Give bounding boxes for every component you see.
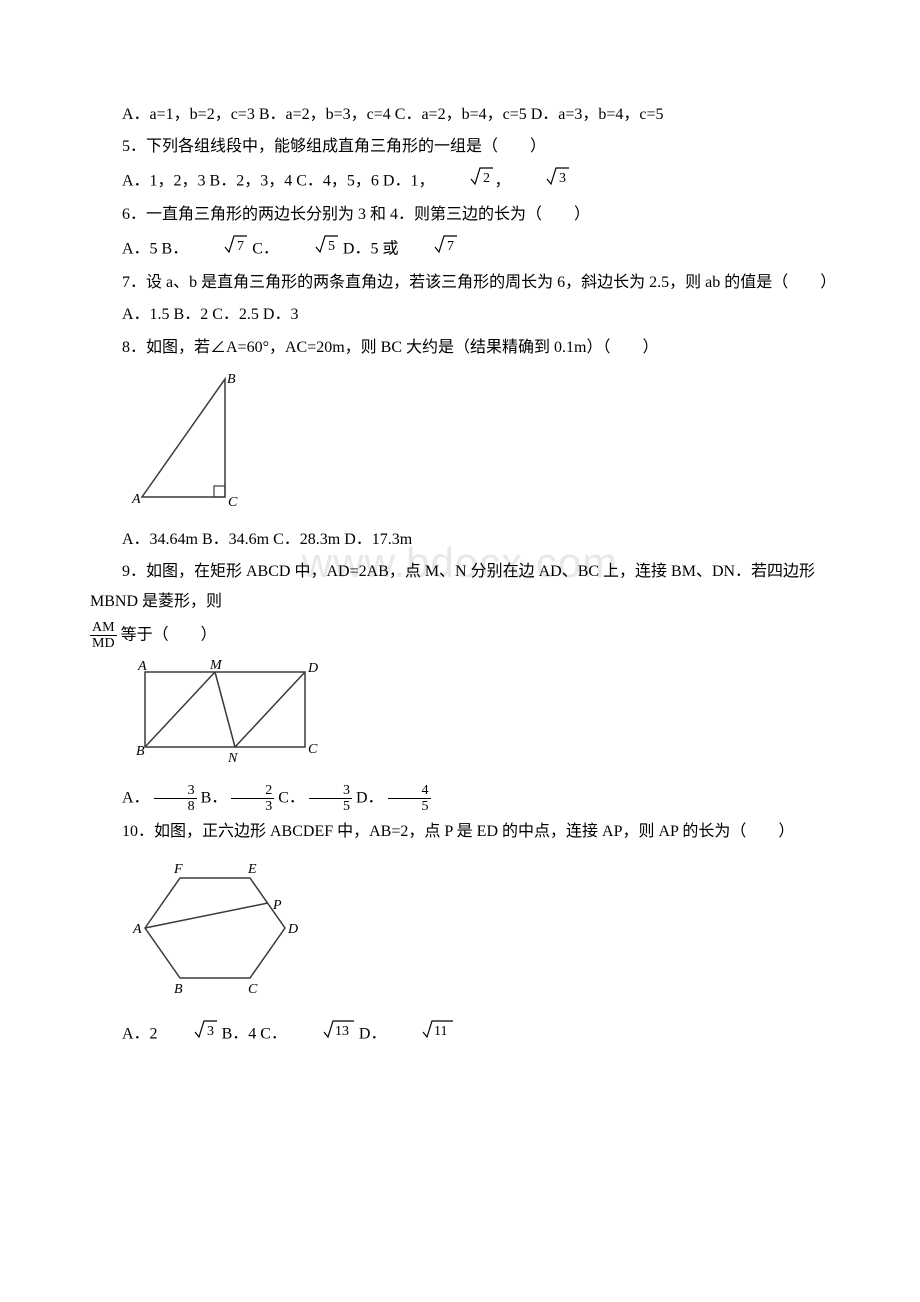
q9-figure: A M D B N C xyxy=(130,657,830,778)
q9-fb-d: 3 xyxy=(231,799,274,814)
svg-text:2: 2 xyxy=(483,171,490,186)
svg-text:D: D xyxy=(307,661,318,676)
q4-options: A．a=1，b=2，c=3 B．a=2，b=3，c=4 C．a=2，b=4，c=… xyxy=(90,100,830,130)
q9-stem-p2: 等于（ ） xyxy=(121,626,217,643)
q6-opt-a: A．5 B． xyxy=(122,240,188,257)
q9-frac-b: 2 3 xyxy=(231,783,274,815)
sqrt-13-icon: 13 xyxy=(291,1018,355,1051)
svg-text:A: A xyxy=(131,492,141,507)
sqrt-11-icon: 11 xyxy=(390,1018,454,1051)
sqrt-2-icon: 2 xyxy=(438,165,494,198)
q9-frac-num: AM xyxy=(90,620,117,636)
q10-stem: 10．如图，正六边形 ABCDEF 中，AB=2，点 P 是 ED 的中点，连接… xyxy=(90,817,830,847)
svg-text:3: 3 xyxy=(559,171,566,186)
q8-options: A．34.64m B．34.6m C．28.3m D．17.3m xyxy=(90,525,830,555)
svg-text:F: F xyxy=(173,862,183,877)
q5-comma: ， xyxy=(494,172,510,189)
svg-text:C: C xyxy=(248,982,258,997)
q9-stem: 9．如图，在矩形 ABCD 中，AD=2AB，点 M、N 分别在边 AD、BC … xyxy=(90,557,830,618)
q9-opt-d: D． xyxy=(356,789,384,806)
q9-options: A． 3 8 B． 2 3 C． 3 5 D． 4 5 xyxy=(90,783,830,815)
q6-stem: 6．一直角三角形的两边长分别为 3 和 4．则第三边的长为（ ） xyxy=(90,200,830,230)
svg-text:M: M xyxy=(209,658,223,673)
q6-options: A．5 B． 7 C． 5 D．5 或 7 xyxy=(90,233,830,266)
q5-opt-prefix: A．1，2，3 B．2，3，4 C．4，5，6 D．1， xyxy=(122,172,434,189)
q9-opt-a: A． xyxy=(122,789,150,806)
sqrt-7-icon: 7 xyxy=(192,233,248,266)
svg-text:7: 7 xyxy=(447,239,454,254)
q6-opt-c: C． xyxy=(248,240,279,257)
q7-stem: 7．设 a、b 是直角三角形的两条直角边，若该三角形的周长为 6，斜边长为 2.… xyxy=(90,268,830,298)
q10-opt-d: D． xyxy=(355,1026,387,1043)
sqrt-5-icon: 5 xyxy=(283,233,339,266)
q9-opt-b: B． xyxy=(201,789,228,806)
svg-text:E: E xyxy=(247,862,257,877)
svg-text:N: N xyxy=(227,751,238,766)
svg-text:C: C xyxy=(308,742,318,757)
svg-text:C: C xyxy=(228,495,238,509)
q9-stem-line2: AM MD 等于（ ） xyxy=(90,620,830,652)
q9-fa-d: 8 xyxy=(154,799,197,814)
q9-fraction: AM MD xyxy=(90,620,117,652)
svg-text:11: 11 xyxy=(434,1024,447,1039)
q9-fd-n: 4 xyxy=(388,783,431,799)
svg-text:7: 7 xyxy=(237,239,244,254)
q10-options: A．2 3 B．4 C． 13 D． 11 xyxy=(90,1018,830,1051)
q10-opt-b: B．4 C． xyxy=(218,1026,287,1043)
q9-frac-a: 3 8 xyxy=(154,783,197,815)
q9-frac-den: MD xyxy=(90,636,117,651)
q9-fc-d: 5 xyxy=(309,799,352,814)
q7-options: A．1.5 B．2 C．2.5 D．3 xyxy=(90,300,830,330)
q9-fb-n: 2 xyxy=(231,783,274,799)
q9-fc-n: 3 xyxy=(309,783,352,799)
q8-figure: A B C xyxy=(130,369,830,520)
q8-stem: 8．如图，若∠A=60°，AC=20m，则 BC 大约是（结果精确到 0.1m）… xyxy=(90,333,830,363)
q9-opt-c: C． xyxy=(278,789,305,806)
q9-fd-d: 5 xyxy=(388,799,431,814)
q10-opt-a: A．2 xyxy=(122,1026,158,1043)
svg-text:A: A xyxy=(137,659,147,674)
sqrt-3b-icon: 3 xyxy=(162,1018,218,1051)
q5-stem: 5．下列各组线段中，能够组成直角三角形的一组是（ ） xyxy=(90,132,830,162)
svg-text:B: B xyxy=(136,744,145,759)
q6-opt-d: D．5 或 xyxy=(339,240,399,257)
svg-text:13: 13 xyxy=(335,1024,349,1039)
svg-text:P: P xyxy=(272,898,282,913)
q10-figure: A F E P D C B xyxy=(130,853,830,1014)
svg-text:B: B xyxy=(174,982,183,997)
q9-frac-d: 4 5 xyxy=(388,783,431,815)
svg-text:A: A xyxy=(132,922,142,937)
svg-text:3: 3 xyxy=(207,1024,214,1039)
sqrt-3-icon: 3 xyxy=(514,165,570,198)
q9-stem-p1: 9．如图，在矩形 ABCD 中，AD=2AB，点 M、N 分别在边 AD、BC … xyxy=(90,563,815,610)
svg-text:B: B xyxy=(227,372,236,387)
q5-options: A．1，2，3 B．2，3，4 C．4，5，6 D．1， 2 ， 3 xyxy=(90,165,830,198)
svg-text:D: D xyxy=(287,922,298,937)
q9-fa-n: 3 xyxy=(154,783,197,799)
q9-frac-c: 3 5 xyxy=(309,783,352,815)
sqrt-7b-icon: 7 xyxy=(402,233,458,266)
svg-text:5: 5 xyxy=(328,239,335,254)
